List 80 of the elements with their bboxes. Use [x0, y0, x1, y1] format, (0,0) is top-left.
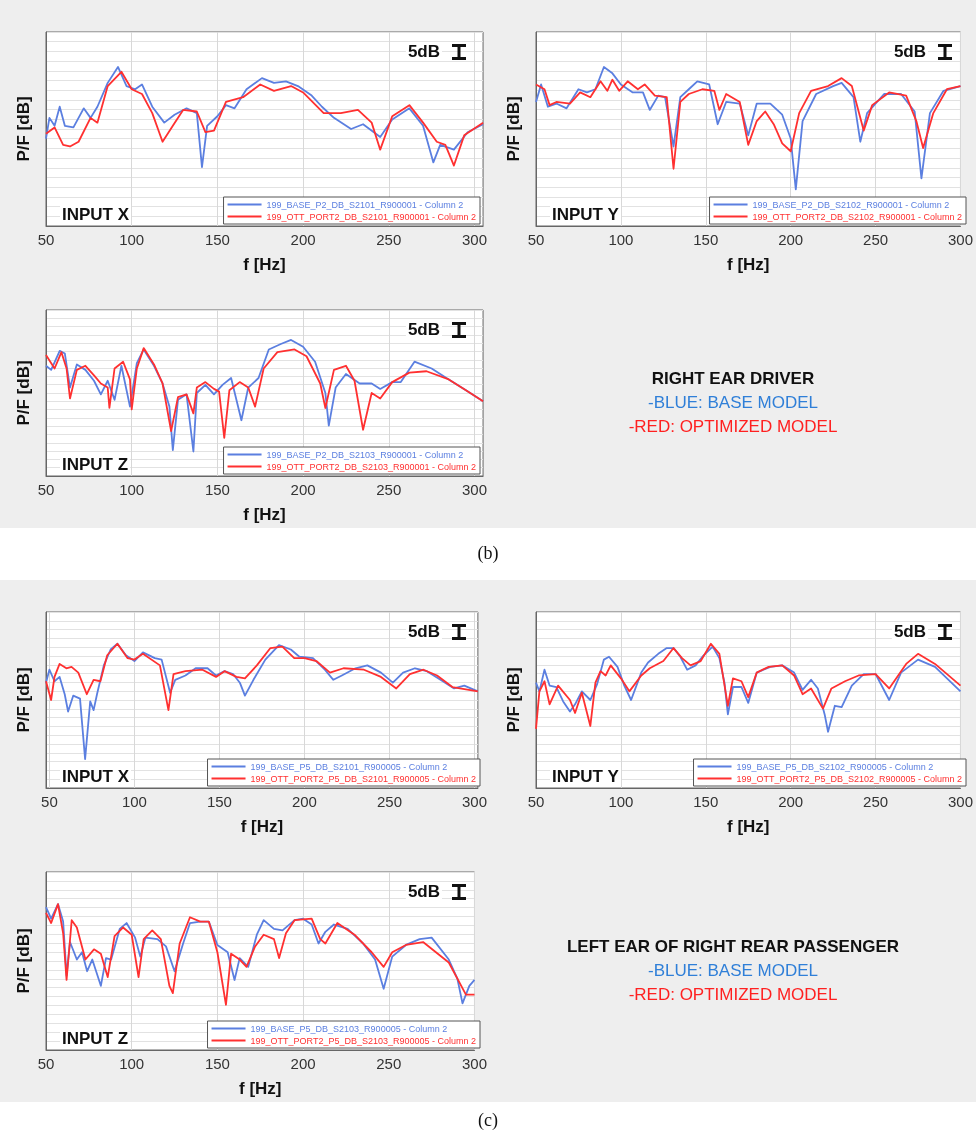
legend-label: 199_OTT_PORT2_P5_DB_S2103_R900005 - Column 2 [250, 1035, 477, 1046]
text: RIGHT EAR DRIVER [651, 368, 815, 390]
x-tick-label: 250 [376, 231, 402, 248]
x-tick-label: 150 [693, 793, 719, 810]
x-tick-label: 50 [37, 481, 55, 498]
x-tick-label: 200 [290, 231, 316, 248]
x-tick-label: 300 [461, 1055, 487, 1072]
legend-label: 199_OTT_PORT2_P5_DB_S2101_R900005 - Column 2 [250, 773, 477, 784]
x-tick-label: 50 [527, 231, 545, 248]
x-axis-title: f [Hz] [727, 255, 770, 274]
x-tick-label: 300 [461, 231, 487, 248]
x-tick-label: 300 [947, 231, 973, 248]
x-axis-title: f [Hz] [727, 817, 770, 836]
x-tick-label: 250 [863, 231, 889, 248]
x-axis-title: f [Hz] [239, 1079, 282, 1098]
legend-label: 199_BASE_P2_DB_S2102_R900001 - Column 2 [752, 199, 950, 210]
annotation: INPUT Z [62, 1029, 129, 1048]
y-axis-title: P/F [dB] [14, 96, 33, 162]
x-tick-label: 150 [693, 231, 719, 248]
annotation: INPUT Z [62, 455, 129, 474]
annotation: INPUT Y [552, 205, 620, 224]
legend-label: 199_OTT_PORT2_DB_S2101_R900001 - Column 2 [266, 211, 477, 222]
x-tick-label: 50 [527, 793, 545, 810]
x-tick-label: 150 [204, 231, 230, 248]
x-tick-label: 150 [204, 1055, 230, 1072]
x-tick-label: 50 [41, 793, 58, 810]
text: 5dB [893, 42, 927, 61]
x-tick-label: 250 [863, 793, 889, 810]
legend-label: 199_OTT_PORT2_DB_S2103_R900001 - Column 2 [266, 461, 477, 472]
legend-label: 199_BASE_P5_DB_S2102_R900005 - Column 2 [736, 761, 934, 772]
x-tick-label: 50 [37, 231, 55, 248]
x-tick-label: 200 [778, 231, 804, 248]
y-axis-title: P/F [dB] [14, 360, 33, 426]
text: -RED: OPTIMIZED MODEL [628, 984, 838, 1006]
x-tick-label: 200 [291, 793, 317, 810]
x-tick-label: 250 [376, 793, 402, 810]
x-tick-label: 200 [290, 1055, 316, 1072]
text: -BLUE: BASE MODEL [647, 392, 819, 414]
x-tick-label: 300 [461, 481, 487, 498]
x-tick-label: 100 [119, 481, 145, 498]
legend-label: 199_BASE_P5_DB_S2103_R900005 - Column 2 [250, 1023, 448, 1034]
x-tick-label: 150 [206, 793, 232, 810]
annotation: INPUT X [62, 205, 130, 224]
text: (b) [477, 542, 499, 564]
x-tick-label: 300 [461, 793, 487, 810]
x-tick-label: 200 [778, 793, 804, 810]
x-tick-label: 100 [121, 793, 147, 810]
x-tick-label: 100 [608, 231, 634, 248]
legend-label: 199_BASE_P2_DB_S2101_R900001 - Column 2 [266, 199, 464, 210]
x-tick-label: 100 [119, 231, 145, 248]
x-tick-label: 200 [290, 481, 316, 498]
x-axis-title: f [Hz] [243, 255, 286, 274]
text: 5dB [407, 42, 441, 61]
x-tick-label: 50 [37, 1055, 55, 1072]
legend-label: 199_OTT_PORT2_DB_S2102_R900001 - Column 2 [752, 211, 963, 222]
legend-label: 199_BASE_P5_DB_S2101_R900005 - Column 2 [250, 761, 448, 772]
text: -RED: OPTIMIZED MODEL [628, 416, 838, 438]
annotation: INPUT Y [552, 767, 620, 786]
x-tick-label: 300 [947, 793, 973, 810]
x-axis-title: f [Hz] [243, 505, 286, 524]
x-tick-label: 100 [119, 1055, 145, 1072]
x-tick-label: 250 [376, 481, 402, 498]
y-axis-title: P/F [dB] [14, 667, 33, 733]
y-axis-title: P/F [dB] [504, 96, 523, 162]
text: (c) [478, 1109, 498, 1131]
text: 5dB [893, 622, 927, 641]
text: -BLUE: BASE MODEL [647, 960, 819, 982]
text: 5dB [407, 622, 441, 641]
x-tick-label: 250 [376, 1055, 402, 1072]
annotation: INPUT X [62, 767, 130, 786]
text: 5dB [407, 320, 441, 339]
legend-label: 199_BASE_P2_DB_S2103_R900001 - Column 2 [266, 449, 464, 460]
x-tick-label: 100 [608, 793, 634, 810]
x-tick-label: 150 [204, 481, 230, 498]
x-axis-title: f [Hz] [240, 817, 284, 836]
y-axis-title: P/F [dB] [504, 667, 523, 733]
text: 5dB [407, 882, 441, 901]
legend-label: 199_OTT_PORT2_P5_DB_S2102_R900005 - Column 2 [736, 773, 963, 784]
text: LEFT EAR OF RIGHT REAR PASSENGER [566, 936, 900, 958]
y-axis-title: P/F [dB] [14, 928, 33, 994]
